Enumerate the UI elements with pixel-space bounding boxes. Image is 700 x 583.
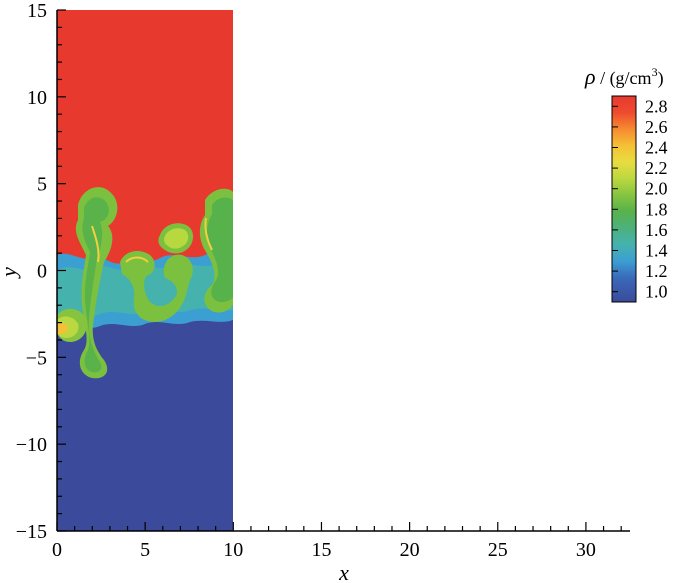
x-tick-label: 5 bbox=[140, 539, 150, 561]
y-axis-title: y bbox=[0, 267, 21, 279]
x-tick-label: 30 bbox=[576, 539, 596, 561]
x-tick-label: 25 bbox=[488, 539, 508, 561]
y-tick-label: 15 bbox=[27, 0, 47, 22]
mixing-zone bbox=[57, 187, 233, 379]
x-tick-label: 10 bbox=[223, 539, 243, 561]
colorbar-ticks: 2.82.62.42.22.01.81.61.41.21.0 bbox=[612, 96, 668, 302]
colorbar-tick-label: 2.2 bbox=[645, 158, 668, 178]
light-fluid-region bbox=[57, 300, 233, 531]
colorbar-tick-label: 1.6 bbox=[645, 220, 668, 240]
y-tick-label: 0 bbox=[37, 261, 47, 283]
y-tick-label: 5 bbox=[37, 174, 47, 196]
x-ticks: 0 5 10 15 20 25 30 bbox=[52, 522, 622, 561]
x-tick-label: 0 bbox=[52, 539, 62, 561]
colorbar-tick-label: 2.4 bbox=[645, 138, 668, 158]
y-ticks: 15 10 5 0 −5 −10 −15 bbox=[16, 0, 66, 543]
y-tick-label: −10 bbox=[16, 434, 47, 456]
colorbar-gradient bbox=[611, 95, 637, 303]
y-tick-label: 10 bbox=[27, 87, 47, 109]
x-axis-title: x bbox=[338, 560, 349, 583]
colorbar-tick-label: 1.0 bbox=[645, 282, 668, 302]
colorbar-tick-label: 2.6 bbox=[645, 117, 668, 137]
colorbar-title: ρ / (g/cm3) bbox=[584, 64, 664, 89]
colorbar-tick-label: 1.4 bbox=[645, 241, 668, 261]
colorbar-tick-label: 1.2 bbox=[645, 261, 668, 281]
colorbar-tick-label: 1.8 bbox=[645, 199, 668, 219]
colorbar-tick-label: 2.0 bbox=[645, 179, 668, 199]
x-tick-label: 15 bbox=[311, 539, 331, 561]
y-tick-label: −15 bbox=[16, 521, 47, 543]
density-field bbox=[57, 10, 233, 531]
x-tick-label: 20 bbox=[400, 539, 420, 561]
colorbar-tick-label: 2.8 bbox=[645, 96, 668, 116]
y-tick-label: −5 bbox=[26, 347, 47, 369]
colorbar: ρ / (g/cm3) 2.82.62.42.22.01.81.61.41.21… bbox=[584, 64, 668, 303]
